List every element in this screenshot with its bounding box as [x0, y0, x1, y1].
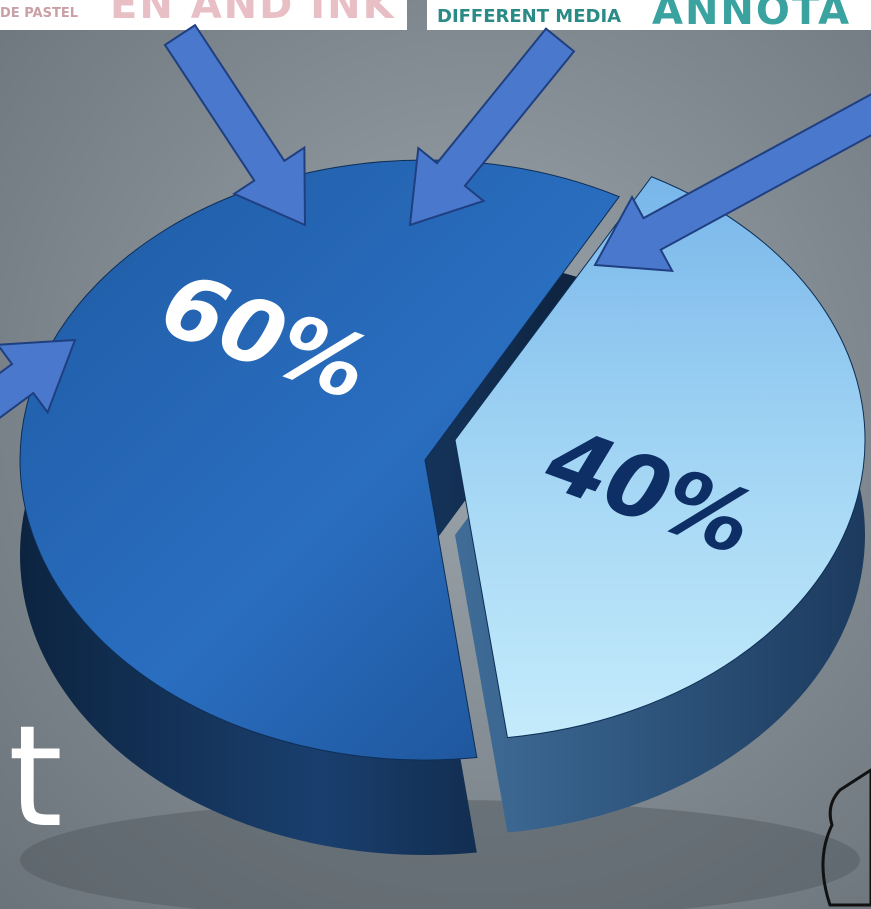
arrow-group — [0, 23, 871, 419]
arrow-icon-2 — [593, 93, 871, 272]
banner-right: DIFFERENT MEDIA ANNOTA — [427, 0, 871, 30]
banner-right-big-text: ANNOTA — [652, 0, 852, 30]
arrow-icon-0 — [163, 23, 307, 227]
background-letter: t — [8, 696, 63, 859]
arrow-icon-3 — [0, 338, 77, 419]
pie-group — [19, 159, 866, 855]
banner-right-small-text: DIFFERENT MEDIA — [437, 6, 622, 27]
banner-left: DE PASTEL EN AND INK — [0, 0, 407, 30]
banner-left-big-text: EN AND INK — [110, 0, 396, 28]
pie-slice-0 — [19, 159, 620, 761]
arrow-icon-1 — [408, 27, 576, 227]
banner-left-small-text: DE PASTEL — [0, 6, 78, 21]
crest-icon — [821, 768, 871, 907]
pie-slice-1 — [454, 176, 866, 739]
